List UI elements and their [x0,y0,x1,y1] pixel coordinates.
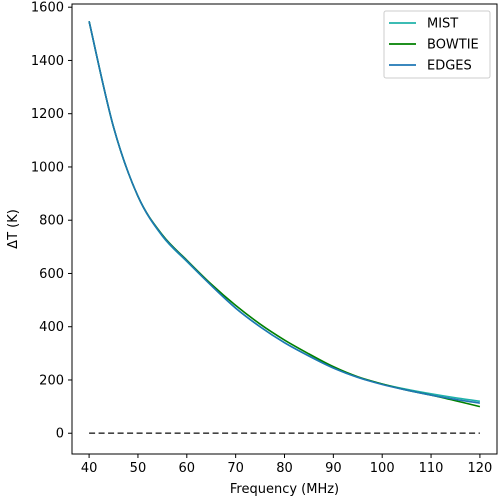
x-axis-ticks: 40 50 60 70 80 90 100 110 120 [81,454,492,476]
x-tick-label: 110 [419,461,444,476]
x-tick-label: 90 [325,461,342,476]
y-tick-label: 1400 [31,54,64,69]
y-axis-ticks: 0 200 400 600 800 1000 1200 1400 1600 [31,1,72,442]
x-tick-label: 80 [276,461,293,476]
y-tick-label: 400 [39,320,64,335]
legend: MIST BOWTIE EDGES [383,10,491,79]
x-tick-label: 60 [179,461,196,476]
legend-label-mist: MIST [427,17,458,32]
y-tick-label: 1000 [31,160,64,175]
y-tick-label: 1200 [31,107,64,122]
y-tick-label: 1600 [31,1,64,16]
legend-box [383,10,491,79]
x-tick-label: 40 [81,461,98,476]
x-tick-label: 100 [370,461,395,476]
series-layer [88,21,481,408]
legend-label-bowtie: BOWTIE [427,38,479,53]
y-tick-label: 800 [39,214,64,229]
y-tick-label: 600 [39,267,64,282]
y-tick-label: 0 [56,427,64,442]
y-tick-label: 200 [39,373,64,388]
x-axis-label: Frequency (MHz) [230,482,339,497]
y-axis-label: ΔT (K) [6,209,21,249]
series-line-edges [88,21,481,404]
x-tick-label: 120 [467,461,492,476]
x-tick-label: 70 [227,461,244,476]
x-tick-label: 50 [130,461,147,476]
legend-label-edges: EDGES [427,59,472,74]
